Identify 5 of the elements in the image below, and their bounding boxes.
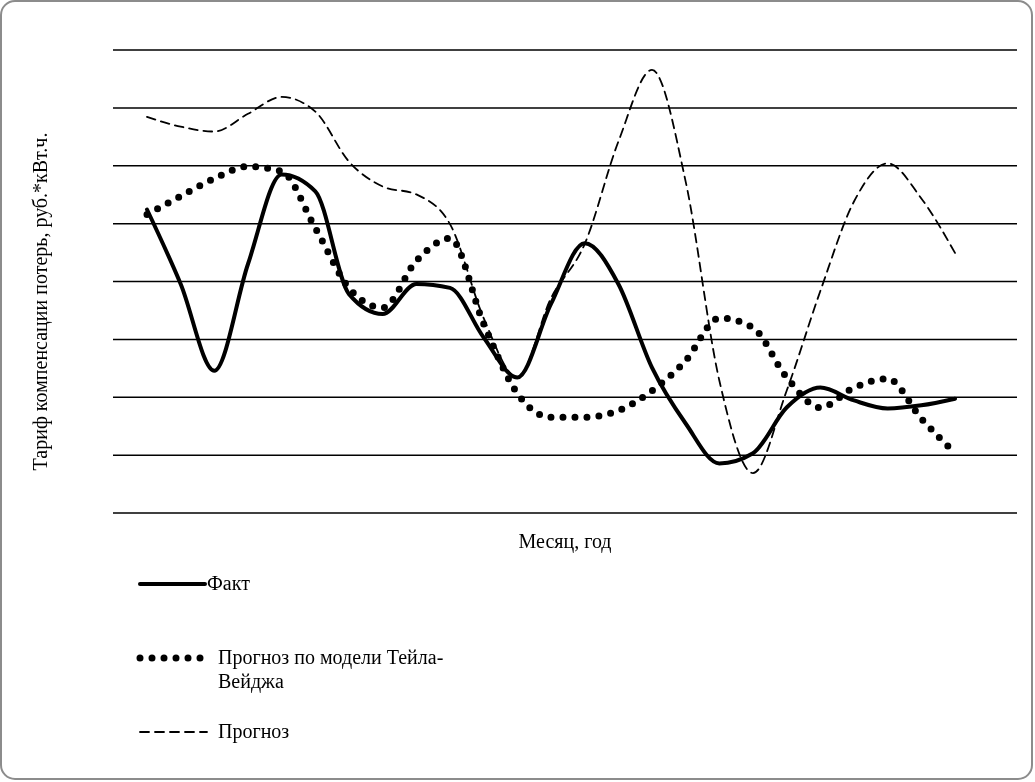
- legend-label: Прогноз по модели Тейла-Вейджа: [218, 646, 444, 693]
- legend-label: Факт: [207, 572, 251, 594]
- y-axis-title: Тариф компенсации потерь, руб.*кВт.ч.: [29, 132, 52, 471]
- x-axis-title: Месяц, год: [518, 530, 612, 553]
- legend-label: Прогноз: [218, 720, 290, 743]
